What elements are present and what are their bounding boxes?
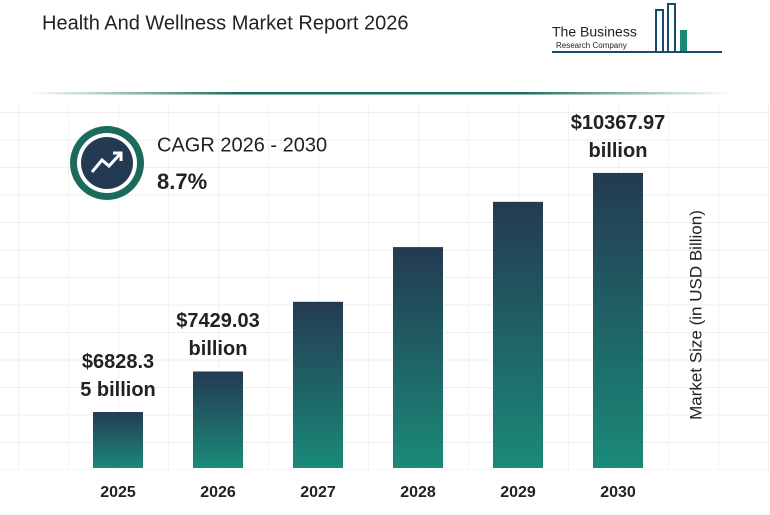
footer-bg — [0, 470, 770, 515]
x-tick-label: 2027 — [300, 484, 336, 501]
y-axis-label: Market Size (in USD Billion) — [686, 210, 705, 420]
logo-text: The Business — [552, 24, 637, 40]
bar — [593, 172, 643, 468]
logo: The Business Research Company — [552, 3, 722, 53]
title: Health And Wellness Market Report 2026 — [42, 12, 409, 34]
x-tick-label: 2026 — [200, 484, 236, 501]
bar — [193, 371, 243, 468]
logo-subtext: Research Company — [556, 41, 627, 50]
bar — [93, 412, 143, 468]
bar — [493, 201, 543, 468]
value-label: $10367.97 billion — [570, 111, 666, 162]
x-tick-label: 2029 — [500, 484, 536, 501]
divider — [30, 92, 730, 95]
x-tick-label: 2028 — [400, 484, 436, 501]
bar — [293, 301, 343, 468]
value-label: $7429.03 billion — [176, 310, 260, 361]
cagr-badge — [70, 126, 144, 200]
value-label: $6828.35 billion — [80, 351, 156, 402]
x-tick-label: 2030 — [600, 484, 636, 501]
bar — [393, 247, 443, 468]
cagr-label: CAGR 2026 - 2030 — [157, 134, 327, 156]
cagr-value: 8.7% — [157, 169, 207, 194]
x-tick-label: 2025 — [100, 484, 136, 501]
